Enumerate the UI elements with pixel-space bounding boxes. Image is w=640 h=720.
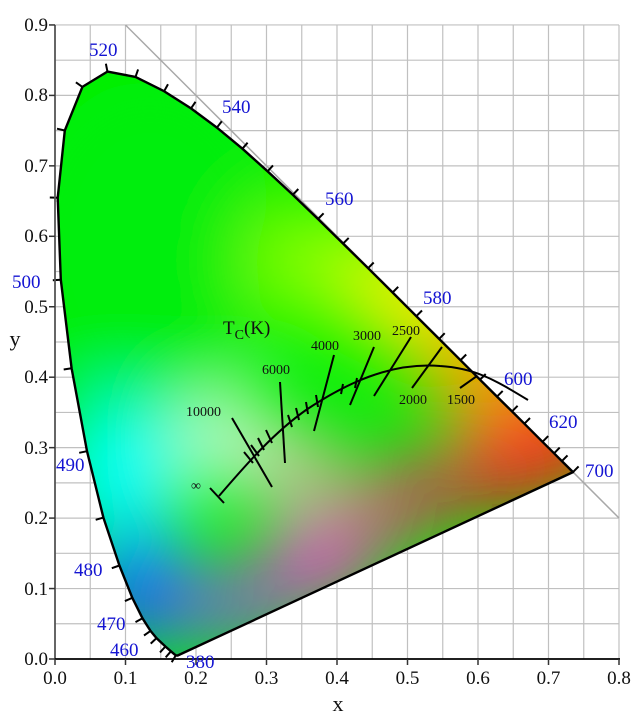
- y-tick-label: 0.9: [24, 15, 48, 36]
- y-tick-label: 0.4: [24, 367, 48, 388]
- wavelength-label-600: 600: [504, 369, 533, 390]
- x-tick-label: 0.4: [325, 668, 349, 689]
- y-tick-label: 0.7: [24, 156, 48, 177]
- wavelength-label-480: 480: [74, 560, 103, 581]
- axis-ticks: [49, 24, 620, 665]
- y-tick-labels: 0.0 0.1 0.2 0.3 0.4 0.5 0.6 0.7 0.8 0.9: [24, 15, 48, 670]
- spectral-locus: [56, 70, 575, 657]
- ct-label-10000: 10000: [186, 405, 221, 420]
- isotherm-4000: [313, 354, 335, 432]
- wavelength-ticks: [49, 63, 580, 663]
- wavelength-label-460: 460: [110, 640, 139, 661]
- wavelength-label-540: 540: [222, 97, 251, 118]
- isotherm-10000: [231, 417, 273, 488]
- ct-label-3000: 3000: [353, 329, 381, 344]
- wavelength-label-700: 700: [585, 461, 614, 482]
- x-tick-label: 0.7: [537, 668, 561, 689]
- wavelength-label-620: 620: [549, 412, 578, 433]
- ct-label-4000: 4000: [311, 339, 339, 354]
- wavelength-label-470: 470: [97, 614, 126, 635]
- x-tick-label: 0.6: [466, 668, 490, 689]
- wavelength-label-380: 380: [186, 652, 215, 673]
- ct-label-2000: 2000: [399, 393, 427, 408]
- wavelength-label-500: 500: [12, 272, 41, 293]
- y-tick-label: 0.5: [24, 297, 48, 318]
- x-tick-label: 0.3: [255, 668, 279, 689]
- y-tick-label: 0.1: [24, 579, 48, 600]
- x-tick-label: 0.0: [43, 668, 67, 689]
- planckian-end-cap: [209, 487, 225, 504]
- x-tick-label: 0.5: [396, 668, 420, 689]
- y-tick-label: 0.8: [24, 85, 48, 106]
- y-tick-label: 0.0: [24, 649, 48, 670]
- y-tick-label: 0.2: [24, 508, 48, 529]
- wavelength-labels: 380 460 470 480 490 500 520 540 560 580 …: [12, 40, 614, 673]
- planckian-title: TC(K): [223, 318, 270, 343]
- isotherm-6000: [279, 381, 286, 464]
- isotherm-2000: [411, 346, 443, 389]
- x-axis-title: x: [333, 691, 344, 716]
- y-tick-label: 0.3: [24, 438, 48, 459]
- ct-label-1500: 1500: [447, 393, 475, 408]
- ct-label-2500: 2500: [392, 324, 420, 339]
- wavelength-label-520: 520: [89, 40, 118, 61]
- planckian-labels: TC(K) ∞ 10000 6000 4000 3000 2500 2000 1…: [186, 318, 475, 494]
- x-tick-label: 0.1: [114, 668, 138, 689]
- isotherm-3000: [349, 346, 375, 406]
- x-tick-labels: 0.0 0.1 0.2 0.3 0.4 0.5 0.6 0.7 0.8: [43, 668, 631, 689]
- planckian-curve: [218, 364, 529, 497]
- y-axis-title: y: [10, 326, 21, 351]
- x-tick-label: 0.2: [184, 668, 208, 689]
- planckian-locus: [209, 336, 529, 504]
- x-tick-label: 0.8: [607, 668, 631, 689]
- ct-label-6000: 6000: [262, 363, 290, 378]
- isotherm-1500: [459, 375, 478, 389]
- y-tick-label: 0.6: [24, 226, 48, 247]
- wavelength-label-580: 580: [423, 288, 452, 309]
- ct-label-infinity: ∞: [191, 479, 201, 494]
- isotherm-2500: [373, 336, 412, 397]
- wavelength-label-490: 490: [56, 455, 85, 476]
- gamut-fill: [57, 71, 573, 656]
- wavelength-label-560: 560: [325, 189, 354, 210]
